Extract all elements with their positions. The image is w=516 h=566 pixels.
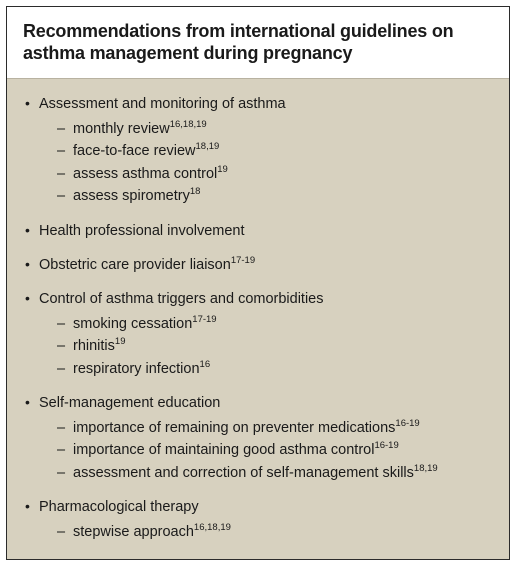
sub-item-label: assess spirometry18	[73, 185, 200, 207]
sub-list: importance of remaining on preventer med…	[57, 417, 491, 484]
bullet-item: Assessment and monitoring of asthma	[25, 93, 491, 115]
dash-icon	[57, 335, 73, 357]
list-section: Control of asthma triggers and comorbidi…	[25, 288, 491, 380]
reference-superscript: 18	[190, 186, 201, 197]
panel-header: Recommendations from international guide…	[7, 7, 509, 79]
sub-item-label: stepwise approach16,18,19	[73, 521, 231, 543]
bullet-label: Self-management education	[39, 392, 220, 414]
sub-item: rhinitis19	[57, 335, 491, 357]
bullet-item: Obstetric care provider liaison17-19	[25, 254, 491, 276]
dash-icon	[57, 417, 73, 439]
reference-superscript: 16-19	[374, 440, 398, 451]
reference-superscript: 17-19	[231, 255, 255, 266]
sub-item: face-to-face review18,19	[57, 140, 491, 162]
sub-item-label: face-to-face review18,19	[73, 140, 219, 162]
bullet-item: Self-management education	[25, 392, 491, 414]
sub-item: monthly review16,18,19	[57, 118, 491, 140]
dash-icon	[57, 163, 73, 185]
sub-item: respiratory infection16	[57, 358, 491, 380]
bullet-dot-icon	[25, 220, 39, 242]
bullet-item: Control of asthma triggers and comorbidi…	[25, 288, 491, 310]
sub-item: assessment and correction of self-manage…	[57, 462, 491, 484]
reference-superscript: 16	[200, 359, 211, 370]
bullet-dot-icon	[25, 288, 39, 310]
panel-body: Assessment and monitoring of asthma month…	[7, 79, 509, 559]
reference-superscript: 17-19	[192, 314, 216, 325]
reference-superscript: 16,18,19	[170, 119, 207, 130]
bullet-dot-icon	[25, 93, 39, 115]
sub-item: importance of maintaining good asthma co…	[57, 439, 491, 461]
sub-item: importance of remaining on preventer med…	[57, 417, 491, 439]
guidelines-panel: Recommendations from international guide…	[6, 6, 510, 560]
sub-list: smoking cessation17-19rhinitis19respirat…	[57, 313, 491, 380]
dash-icon	[57, 358, 73, 380]
bullet-label: Control of asthma triggers and comorbidi…	[39, 288, 324, 310]
reference-superscript: 19	[115, 337, 126, 348]
dash-icon	[57, 185, 73, 207]
bullet-item: Health professional involvement	[25, 220, 491, 242]
bullet-dot-icon	[25, 392, 39, 414]
dash-icon	[57, 462, 73, 484]
list-section: Obstetric care provider liaison17-19	[25, 254, 491, 276]
bullet-label: Pharmacological therapy	[39, 496, 199, 518]
reference-superscript: 18,19	[196, 141, 220, 152]
bullet-item: Pharmacological therapy	[25, 496, 491, 518]
reference-superscript: 18,19	[414, 463, 438, 474]
sub-item-label: assessment and correction of self-manage…	[73, 462, 438, 484]
dash-icon	[57, 118, 73, 140]
list-section: Health professional involvement	[25, 220, 491, 242]
sub-item: smoking cessation17-19	[57, 313, 491, 335]
list-section: Self-management education importance of r…	[25, 392, 491, 484]
sub-list: monthly review16,18,19face-to-face revie…	[57, 118, 491, 208]
dash-icon	[57, 439, 73, 461]
dash-icon	[57, 140, 73, 162]
bullet-label: Health professional involvement	[39, 220, 245, 242]
bullet-dot-icon	[25, 496, 39, 518]
bullet-label: Assessment and monitoring of asthma	[39, 93, 286, 115]
sub-item-label: rhinitis19	[73, 335, 125, 357]
sub-item: stepwise approach16,18,19	[57, 521, 491, 543]
sub-item: assess asthma control19	[57, 163, 491, 185]
sub-item-label: importance of maintaining good asthma co…	[73, 439, 399, 461]
sub-list: stepwise approach16,18,19	[57, 521, 491, 543]
reference-superscript: 19	[217, 164, 228, 175]
dash-icon	[57, 521, 73, 543]
sub-item-label: smoking cessation17-19	[73, 313, 217, 335]
sub-item-label: importance of remaining on preventer med…	[73, 417, 420, 439]
list-section: Assessment and monitoring of asthma month…	[25, 93, 491, 207]
sub-item-label: monthly review16,18,19	[73, 118, 207, 140]
panel-title: Recommendations from international guide…	[23, 21, 493, 64]
list-section: Pharmacological therapy stepwise approach…	[25, 496, 491, 543]
bullet-label: Obstetric care provider liaison17-19	[39, 254, 255, 276]
sub-item-label: assess asthma control19	[73, 163, 228, 185]
dash-icon	[57, 313, 73, 335]
sub-item: assess spirometry18	[57, 185, 491, 207]
bullet-dot-icon	[25, 254, 39, 276]
sub-item-label: respiratory infection16	[73, 358, 210, 380]
reference-superscript: 16-19	[395, 418, 419, 429]
reference-superscript: 16,18,19	[194, 522, 231, 533]
